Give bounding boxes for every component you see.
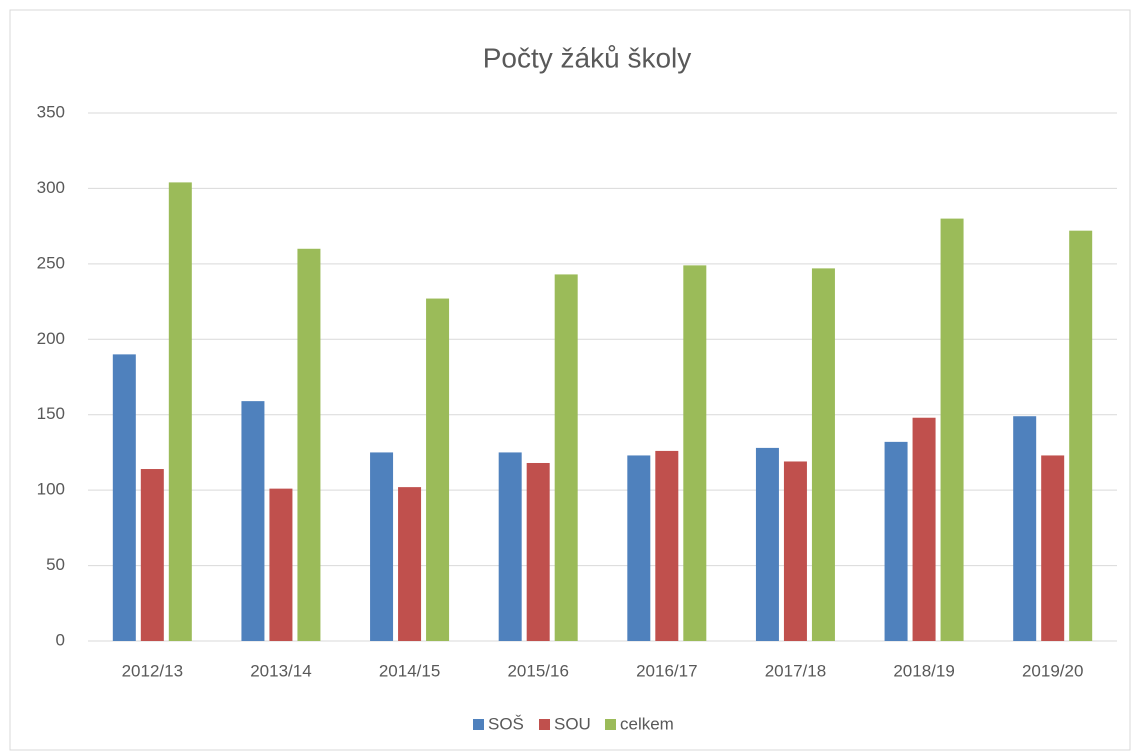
bar: [655, 450, 679, 641]
bar: [554, 274, 578, 641]
bar: [755, 447, 779, 641]
x-tick-label: 2012/13: [122, 661, 183, 680]
bar: [912, 417, 936, 641]
legend-swatch: [473, 719, 484, 730]
bar: [498, 452, 522, 641]
bar: [398, 487, 422, 641]
bar: [683, 265, 707, 641]
y-tick-label: 350: [37, 102, 65, 121]
legend-label: celkem: [620, 714, 674, 733]
x-tick-label: 2015/16: [507, 661, 568, 680]
x-tick-label: 2016/17: [636, 661, 697, 680]
x-tick-label: 2013/14: [250, 661, 311, 680]
y-tick-label: 150: [37, 404, 65, 423]
legend-label: SOU: [554, 714, 591, 733]
bar: [112, 354, 136, 641]
y-tick-label: 0: [56, 630, 65, 649]
bar: [783, 461, 807, 641]
bar: [627, 455, 651, 641]
bar: [140, 469, 164, 641]
y-tick-label: 200: [37, 329, 65, 348]
bar: [884, 441, 908, 641]
legend-swatch: [605, 719, 616, 730]
bar: [370, 452, 394, 641]
bar: [297, 248, 321, 641]
bar: [526, 462, 550, 641]
bar: [168, 182, 192, 641]
bar: [426, 298, 450, 641]
y-tick-label: 300: [37, 178, 65, 197]
y-tick-label: 50: [46, 555, 65, 574]
legend-swatch: [539, 719, 550, 730]
bar: [811, 268, 835, 641]
x-tick-label: 2014/15: [379, 661, 440, 680]
bar: [940, 218, 964, 641]
bar: [1013, 416, 1037, 641]
x-tick-label: 2019/20: [1022, 661, 1083, 680]
y-tick-label: 100: [37, 480, 65, 499]
y-tick-label: 250: [37, 253, 65, 272]
bar: [241, 401, 265, 641]
chart-title: Počty žáků školy: [483, 42, 692, 73]
bar: [269, 488, 293, 641]
bar: [1041, 455, 1065, 641]
x-tick-label: 2017/18: [765, 661, 826, 680]
x-tick-label: 2018/19: [893, 661, 954, 680]
bar: [1069, 230, 1093, 641]
legend-label: SOŠ: [488, 714, 524, 733]
